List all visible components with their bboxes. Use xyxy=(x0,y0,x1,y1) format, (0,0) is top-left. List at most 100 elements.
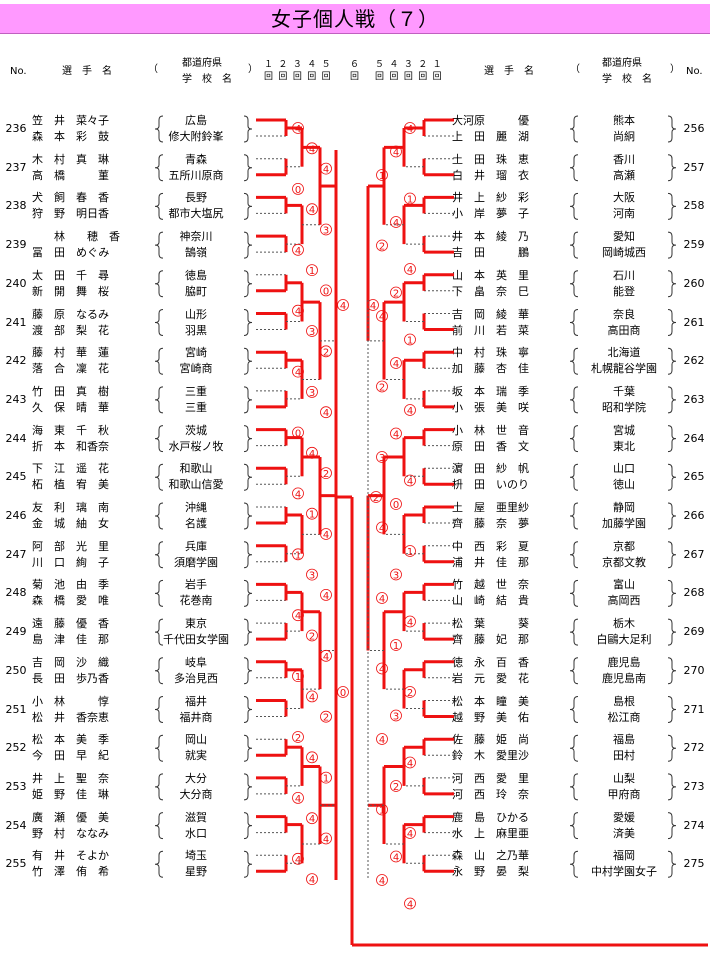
player-name: 遠 藤 優 香 xyxy=(32,617,109,631)
match-score: 2 xyxy=(379,383,385,394)
entry-number: 244 xyxy=(5,431,27,445)
score-circle xyxy=(390,780,402,792)
match-score: 3 xyxy=(309,388,315,399)
brace-close xyxy=(243,657,253,685)
match-score: 4 xyxy=(407,759,413,770)
score-circle xyxy=(390,850,402,863)
match-score: 4 xyxy=(309,814,315,825)
player-name: 岩 元 愛 花 xyxy=(452,671,529,685)
player-name: 笠 井 菜々子 xyxy=(32,114,109,127)
brace-open xyxy=(154,347,164,375)
match-score: 4 xyxy=(309,449,315,460)
score-circle xyxy=(404,686,416,698)
match-score: 1 xyxy=(379,806,385,817)
prefecture: 石川 xyxy=(613,268,635,282)
match-score: 3 xyxy=(309,571,315,582)
player-name: 竹 澤 侑 希 xyxy=(32,865,109,879)
match-score: 2 xyxy=(393,289,399,300)
header-round-marks-left: 回 回 回 回 回 xyxy=(264,72,331,82)
score-circle xyxy=(376,239,388,252)
score-circle xyxy=(306,264,318,277)
brace-open xyxy=(569,154,579,182)
player-name: 山 本 英 里 xyxy=(452,268,529,282)
prefecture: 岡山 xyxy=(185,733,207,747)
school-name: 甲府商 xyxy=(607,787,641,801)
score-circle xyxy=(292,243,304,256)
match-score: 4 xyxy=(295,124,301,135)
match-score: 4 xyxy=(379,312,385,323)
school-name: 鵠嶺 xyxy=(185,246,207,260)
score-circle xyxy=(292,609,304,622)
entry-number: 238 xyxy=(5,199,27,213)
brace-open xyxy=(569,618,579,646)
player-name: 吉 岡 綾 華 xyxy=(452,307,529,321)
brace-open xyxy=(569,115,579,143)
school-name: 河南 xyxy=(613,207,635,221)
score-circle xyxy=(320,528,332,540)
prefecture: 宮城 xyxy=(613,423,635,437)
brace-close xyxy=(667,657,677,685)
brace-open xyxy=(569,463,579,491)
match-score: 4 xyxy=(309,692,315,703)
brace-open xyxy=(154,618,164,646)
entry-number: 237 xyxy=(5,160,27,174)
player-name: 徳 永 百 香 xyxy=(452,655,529,669)
prefecture: 福井 xyxy=(185,694,207,708)
player-name: 友 利 璃 南 xyxy=(32,501,109,514)
brace-close xyxy=(667,773,677,801)
brace-open xyxy=(154,657,164,685)
player-name: 井 上 紗 彩 xyxy=(452,191,529,205)
match-score: 4 xyxy=(295,368,301,379)
score-circle xyxy=(376,169,388,181)
player-name: 吉 岡 沙 織 xyxy=(32,655,109,669)
brace-close xyxy=(243,231,253,259)
score-circle xyxy=(404,897,416,910)
score-circle xyxy=(390,216,402,228)
player-name: 今 田 早 紀 xyxy=(32,749,109,763)
match-score: 4 xyxy=(379,735,385,746)
title-banner: 女子個人戦（７） xyxy=(0,4,710,34)
prefecture: 山口 xyxy=(613,462,635,476)
prefecture: 香川 xyxy=(613,152,635,166)
player-name: 小 岸 夢 子 xyxy=(452,207,529,221)
brace-open xyxy=(154,192,164,220)
page-title: 女子個人戦（７） xyxy=(271,7,439,31)
player-name: 小 林 惇 xyxy=(32,694,109,708)
header-pref-right: 都道府県 xyxy=(602,58,642,69)
brace-open xyxy=(154,579,164,607)
entry-number: 252 xyxy=(5,741,27,755)
match-score: 1 xyxy=(309,266,315,277)
school-name: 能登 xyxy=(613,284,635,298)
entry-number: 243 xyxy=(5,392,27,406)
brace-open xyxy=(154,850,164,878)
score-circle xyxy=(404,827,416,839)
score-circle xyxy=(390,498,402,510)
score-circle xyxy=(404,474,416,487)
entry-number: 240 xyxy=(5,276,27,290)
entry-number: 266 xyxy=(683,509,705,522)
brace-close xyxy=(243,850,253,878)
player-name: 中 村 珠 寧 xyxy=(452,346,529,360)
entry-number: 263 xyxy=(683,392,705,406)
brace-open xyxy=(154,541,164,569)
score-circle xyxy=(376,662,388,675)
school-name: 加藤学園 xyxy=(602,517,646,530)
entry-number: 255 xyxy=(5,857,27,871)
prefecture: 京都 xyxy=(613,539,635,553)
score-circle xyxy=(306,325,318,337)
brace-open xyxy=(569,657,579,685)
prefecture: 埼玉 xyxy=(185,849,207,863)
brace-close xyxy=(667,463,677,491)
brace-close xyxy=(667,386,677,414)
player-name: 白 井 瑠 衣 xyxy=(452,168,529,182)
match-score: 4 xyxy=(295,794,301,805)
score-circle xyxy=(370,491,382,503)
school-name: 松江商 xyxy=(607,710,641,724)
score-circle xyxy=(306,446,318,459)
score-circle xyxy=(320,223,332,236)
match-score: 4 xyxy=(407,829,413,840)
prefecture: 茨城 xyxy=(185,423,207,437)
prefecture: 長野 xyxy=(185,191,207,205)
brace-open xyxy=(569,541,579,569)
match-score: 4 xyxy=(379,665,385,676)
